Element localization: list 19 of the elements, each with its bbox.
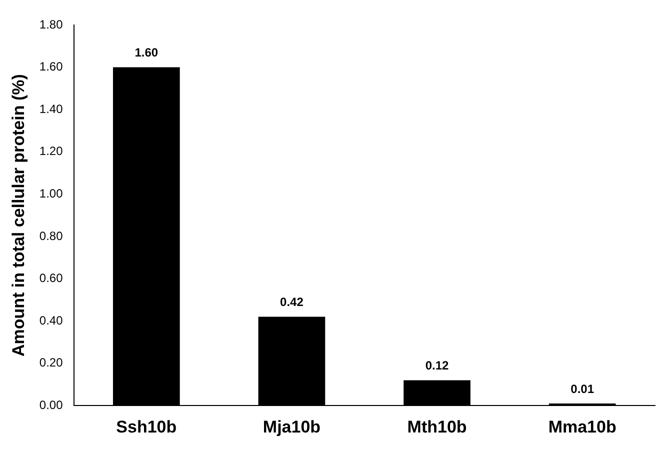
x-tick-label: Mth10b <box>407 417 467 436</box>
y-tick-label: 0.20 <box>39 356 64 370</box>
x-tick-label: Mja10b <box>262 417 321 436</box>
data-label: 0.01 <box>570 382 594 396</box>
y-axis-title: Amount in total cellular protein (%) <box>8 74 28 357</box>
x-tick-label: Ssh10b <box>116 417 177 436</box>
data-label: 1.60 <box>134 46 158 60</box>
data-label: 0.42 <box>280 295 304 310</box>
y-tick-label: 1.20 <box>39 144 64 158</box>
y-tick-label: 1.00 <box>39 186 64 200</box>
y-tick-label: 1.80 <box>39 17 64 32</box>
y-tick-label: 0.80 <box>39 228 64 243</box>
y-tick-label: 1.40 <box>39 102 64 116</box>
y-tick-label: 0.60 <box>39 271 64 286</box>
y-tick-label: 0.00 <box>39 398 64 412</box>
y-tick-label: 0.40 <box>39 313 64 328</box>
x-tick-label: Mma10b <box>548 417 616 436</box>
y-tick-label: 1.60 <box>39 60 64 74</box>
data-label: 0.12 <box>425 358 450 373</box>
